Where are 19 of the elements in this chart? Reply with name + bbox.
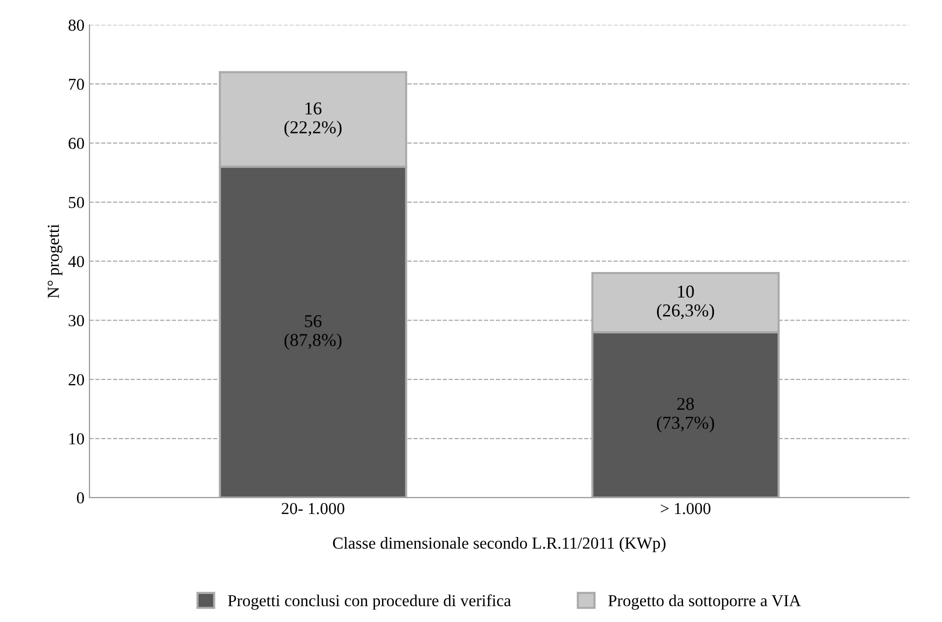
y-tick-label: 10 — [69, 433, 84, 444]
y-axis-title: N° progetti — [48, 224, 62, 298]
legend-label: Progetto da sottoporre a VIA — [608, 594, 801, 610]
data-label: 56 (87,8%) — [284, 315, 342, 350]
y-tick-label: 50 — [68, 196, 84, 208]
y-tick-label: 0 — [76, 492, 84, 504]
data-label: 16 (22,2%) — [284, 102, 342, 138]
data-label: 10 (26,3%) — [656, 286, 714, 320]
x-tick-label: 20- 1.000 — [282, 502, 344, 514]
y-tick-label: 60 — [68, 138, 84, 150]
x-tick-label: > 1.000 — [660, 502, 710, 514]
legend-label: Progetti conclusi con procedure di verifica — [228, 594, 511, 610]
y-tick-label: 80 — [68, 20, 84, 31]
y-tick-label: 40 — [68, 256, 84, 268]
y-tick-label: 70 — [69, 78, 84, 90]
y-tick-label: 20 — [68, 374, 84, 386]
data-label: 28 (73,7%) — [656, 398, 714, 432]
y-tick-label: 30 — [68, 315, 84, 326]
x-axis-title: Classe dimensionale secondo L.R.11/2011 (KWp) — [333, 537, 666, 552]
